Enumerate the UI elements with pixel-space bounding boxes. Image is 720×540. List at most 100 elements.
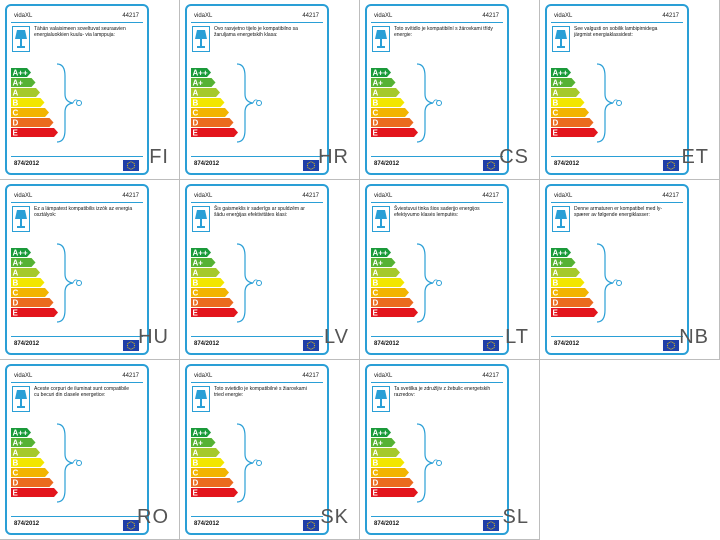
energy-class-bar: E <box>191 488 238 498</box>
language-code: SK <box>320 506 349 528</box>
brand-name: vidaXL <box>374 13 393 19</box>
regulation-number: 874/2012 <box>374 161 400 167</box>
energy-class-bar: A+ <box>551 78 576 88</box>
energy-class-bar: A <box>551 268 580 278</box>
energy-class-bar: C <box>191 288 229 298</box>
energy-class-arrow <box>371 298 414 307</box>
energy-class-arrow <box>371 108 409 117</box>
energy-class-bar: D <box>551 118 594 128</box>
energy-class-arrow <box>551 68 571 77</box>
label-cell: vidaXL 44217 Šviestuvui tinka šios saderįj… <box>360 180 540 360</box>
energy-class-arrow <box>191 468 229 477</box>
energy-class-bar: D <box>11 478 54 488</box>
energy-class-bar: E <box>11 488 58 498</box>
divider <box>191 22 323 23</box>
language-code: ET <box>681 146 709 168</box>
energy-class-bar: B <box>11 458 45 468</box>
energy-class-arrow <box>191 118 234 127</box>
energy-class-arrow <box>11 88 40 97</box>
energy-class-letter: A <box>193 449 199 458</box>
compatibility-text: See valgusti on sobilik lambipirnidega j… <box>574 26 658 38</box>
energy-class-bar: A <box>191 268 220 278</box>
energy-class-letter: A+ <box>193 439 204 448</box>
energy-class-letter: B <box>193 279 199 288</box>
energy-class-letter: A++ <box>193 69 208 78</box>
energy-class-bar: B <box>371 98 405 108</box>
energy-class-bar: C <box>371 108 409 118</box>
energy-class-arrow <box>371 118 414 127</box>
energy-class-bar: C <box>191 468 229 478</box>
energy-class-bar: D <box>371 118 414 128</box>
energy-class-letter: A <box>553 269 559 278</box>
energy-class-arrow <box>11 458 45 467</box>
energy-class-arrow <box>551 128 598 137</box>
energy-class-letter: D <box>373 119 379 128</box>
energy-class-letter: D <box>193 479 199 488</box>
model-number: 44217 <box>662 13 679 19</box>
energy-class-bar: A+ <box>11 78 36 88</box>
energy-class-arrow <box>191 68 211 77</box>
energy-class-bar: E <box>191 308 238 318</box>
energy-class-bar: A <box>371 448 400 458</box>
energy-class-bar: D <box>371 478 414 488</box>
energy-class-arrow <box>11 258 36 267</box>
energy-class-arrow <box>191 458 225 467</box>
energy-class-bar: A <box>371 268 400 278</box>
energy-class-arrow <box>551 258 576 267</box>
energy-class-bar: B <box>191 98 225 108</box>
energy-class-arrow <box>191 298 234 307</box>
regulation-number: 874/2012 <box>554 341 580 347</box>
label-cell: vidaXL 44217 Toto svítidlo je kompatibilní… <box>360 0 540 180</box>
energy-class-bar: A <box>11 448 40 458</box>
energy-class-arrow <box>371 248 391 257</box>
energy-label: vidaXL 44217 Denne armaturen er kompatibel… <box>545 184 689 355</box>
energy-class-bar: A++ <box>11 68 31 78</box>
compatibility-text: Aceste corpuri de iluminat sunt compatib… <box>34 386 130 398</box>
energy-class-bar: A++ <box>371 68 391 78</box>
energy-class-letter: A++ <box>373 69 388 78</box>
energy-class-bar: C <box>371 468 409 478</box>
model-number: 44217 <box>302 13 319 19</box>
model-number: 44217 <box>662 193 679 199</box>
energy-class-bar: A++ <box>191 68 211 78</box>
divider <box>11 156 143 157</box>
energy-class-letter: C <box>373 289 379 298</box>
energy-class-bar: B <box>551 278 585 288</box>
energy-class-letter: D <box>13 299 19 308</box>
divider <box>371 336 503 337</box>
regulation-number: 874/2012 <box>374 521 400 527</box>
lamp-icon <box>192 26 210 52</box>
regulation-number: 874/2012 <box>194 521 220 527</box>
energy-class-bar: D <box>11 298 54 308</box>
energy-class-bar: B <box>371 458 405 468</box>
brace-icon <box>236 423 262 503</box>
energy-class-letter: A <box>13 89 19 98</box>
energy-class-arrow <box>371 268 400 277</box>
energy-class-arrow <box>11 438 36 447</box>
brand-name: vidaXL <box>374 193 393 199</box>
energy-class-bar: B <box>11 278 45 288</box>
eu-flag-icon <box>123 160 139 171</box>
brand-name: vidaXL <box>14 13 33 19</box>
energy-class-bar: C <box>551 108 589 118</box>
energy-class-arrow <box>11 68 31 77</box>
model-number: 44217 <box>482 193 499 199</box>
energy-class-letter: A <box>373 449 379 458</box>
energy-class-bar: A+ <box>11 438 36 448</box>
divider <box>371 156 503 157</box>
energy-class-bar: B <box>551 98 585 108</box>
energy-class-arrow <box>11 448 40 457</box>
lamp-icon <box>372 206 390 232</box>
energy-class-letter: A <box>373 89 379 98</box>
energy-class-letter: E <box>193 129 199 138</box>
energy-class-bar: A++ <box>551 68 571 78</box>
regulation-number: 874/2012 <box>194 161 220 167</box>
model-number: 44217 <box>122 13 139 19</box>
brace-icon <box>236 243 262 323</box>
energy-class-letter: D <box>553 299 559 308</box>
energy-class-arrow <box>551 268 580 277</box>
energy-class-letter: A <box>13 449 19 458</box>
